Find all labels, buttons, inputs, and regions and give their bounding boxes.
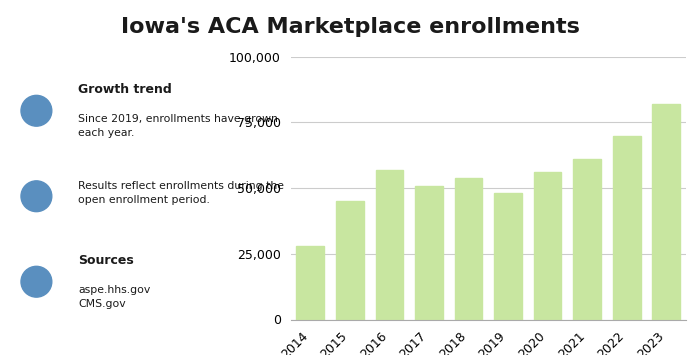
Ellipse shape bbox=[21, 95, 52, 126]
Text: Sources: Sources bbox=[78, 254, 134, 267]
Text: Since 2019, enrollments have grown
each year.: Since 2019, enrollments have grown each … bbox=[78, 114, 279, 138]
Bar bbox=[494, 193, 522, 320]
Bar bbox=[533, 173, 561, 320]
Text: insurance: insurance bbox=[22, 318, 59, 327]
Text: .org™: .org™ bbox=[20, 331, 61, 344]
Bar bbox=[336, 201, 364, 320]
Bar bbox=[652, 104, 680, 320]
Bar bbox=[296, 246, 324, 320]
Ellipse shape bbox=[21, 266, 52, 297]
Text: Results reflect enrollments during the
open enrollment period.: Results reflect enrollments during the o… bbox=[78, 181, 284, 205]
Ellipse shape bbox=[21, 181, 52, 212]
Text: aspe.hhs.gov
CMS.gov: aspe.hhs.gov CMS.gov bbox=[78, 285, 150, 309]
Text: health: health bbox=[22, 304, 58, 314]
Text: Growth trend: Growth trend bbox=[78, 83, 172, 96]
Bar bbox=[454, 178, 482, 320]
Bar bbox=[415, 186, 443, 320]
Bar bbox=[375, 170, 403, 320]
Text: Iowa's ACA Marketplace enrollments: Iowa's ACA Marketplace enrollments bbox=[120, 17, 580, 37]
Bar bbox=[573, 159, 601, 320]
Bar bbox=[612, 136, 640, 320]
